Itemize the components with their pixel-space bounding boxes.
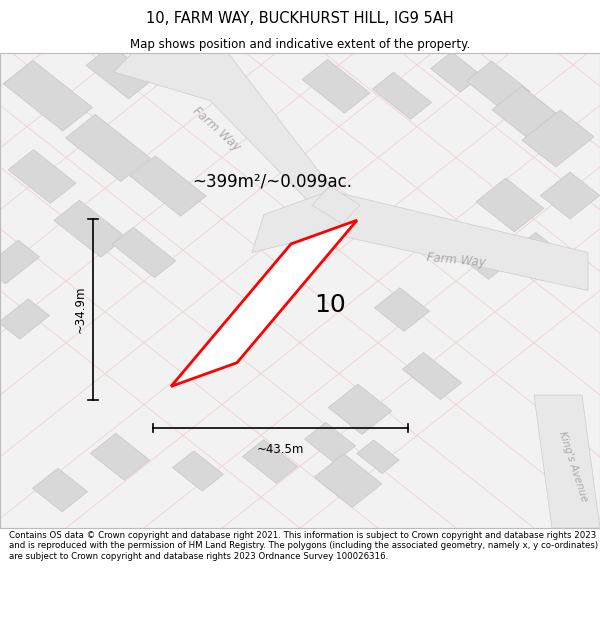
Text: Farm Way: Farm Way: [426, 251, 486, 269]
Text: Contains OS data © Crown copyright and database right 2021. This information is : Contains OS data © Crown copyright and d…: [9, 531, 598, 561]
Polygon shape: [65, 114, 151, 182]
Polygon shape: [302, 59, 370, 113]
Polygon shape: [522, 110, 594, 167]
Polygon shape: [314, 454, 382, 508]
Polygon shape: [32, 468, 88, 512]
Polygon shape: [0, 299, 49, 339]
Polygon shape: [8, 149, 76, 203]
Polygon shape: [446, 226, 514, 279]
Polygon shape: [305, 422, 355, 462]
Polygon shape: [312, 186, 360, 224]
Text: Map shows position and indicative extent of the property.: Map shows position and indicative extent…: [130, 38, 470, 51]
Polygon shape: [112, 228, 176, 278]
Text: 10, FARM WAY, BUCKHURST HILL, IG9 5AH: 10, FARM WAY, BUCKHURST HILL, IG9 5AH: [146, 11, 454, 26]
Polygon shape: [173, 451, 223, 491]
Polygon shape: [374, 288, 430, 331]
Polygon shape: [114, 53, 330, 205]
Polygon shape: [373, 72, 431, 119]
Polygon shape: [91, 433, 149, 480]
Text: Farm Way: Farm Way: [190, 104, 242, 154]
Polygon shape: [328, 384, 392, 434]
Text: ~34.9m: ~34.9m: [73, 286, 86, 333]
Text: 10: 10: [314, 292, 346, 317]
Polygon shape: [492, 86, 564, 143]
Polygon shape: [476, 178, 544, 232]
Text: ~399m²/~0.099ac.: ~399m²/~0.099ac.: [192, 173, 352, 190]
Polygon shape: [357, 440, 399, 474]
Polygon shape: [534, 395, 600, 528]
Text: King's Avenue: King's Avenue: [557, 430, 589, 502]
Polygon shape: [0, 53, 600, 528]
Polygon shape: [130, 156, 206, 216]
Text: ~43.5m: ~43.5m: [257, 443, 304, 456]
Polygon shape: [54, 200, 126, 258]
Polygon shape: [4, 61, 92, 131]
Polygon shape: [466, 61, 530, 111]
Polygon shape: [86, 45, 154, 99]
Polygon shape: [431, 52, 481, 92]
Polygon shape: [0, 240, 40, 284]
Polygon shape: [541, 172, 599, 219]
Polygon shape: [252, 191, 588, 291]
Polygon shape: [171, 220, 357, 386]
Polygon shape: [515, 232, 565, 272]
Polygon shape: [403, 352, 461, 399]
Polygon shape: [242, 439, 298, 483]
